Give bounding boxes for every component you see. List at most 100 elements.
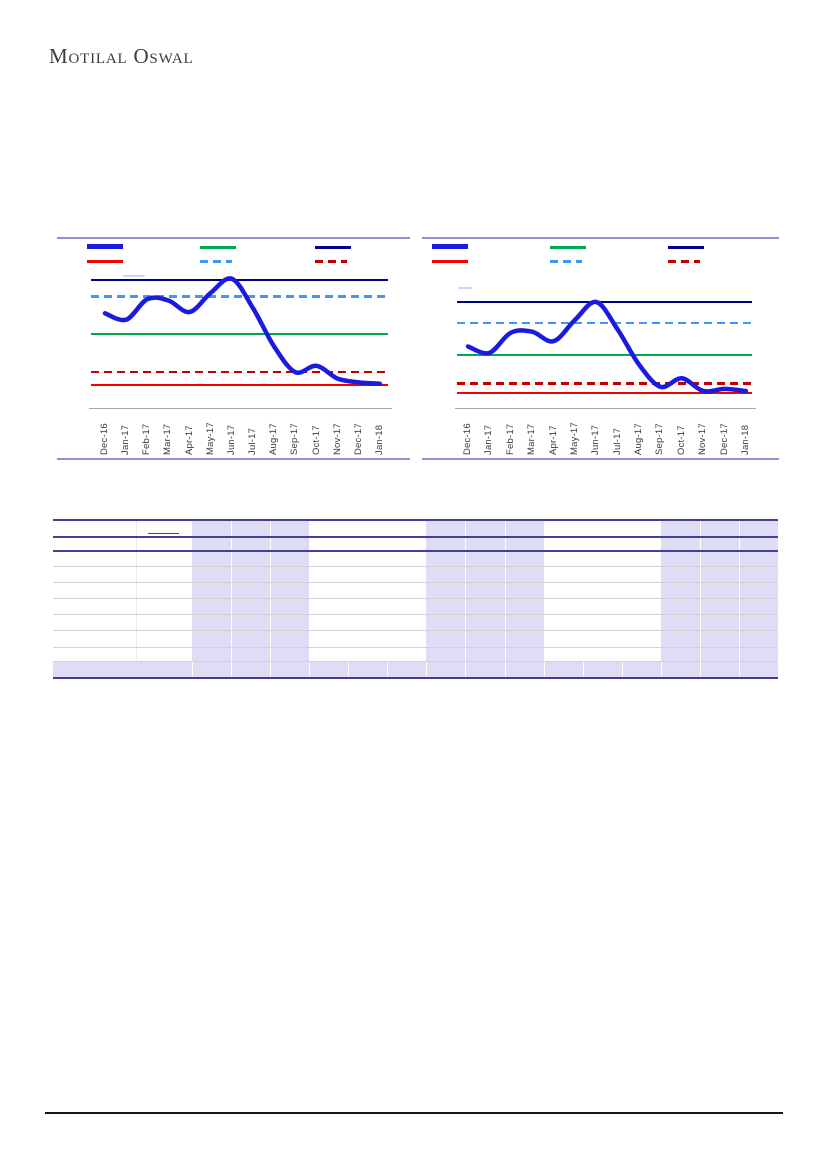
legend-swatch	[550, 259, 582, 263]
chart-right: Dec-16 Jan-17 Feb-17 Mar-17 Apr-17 May-17 Jun-…	[422, 237, 779, 460]
x-axis-label: Jun-17	[226, 424, 237, 455]
table-column-divider	[309, 661, 311, 677]
x-axis-label: Dec-16	[99, 423, 110, 455]
x-axis-label: May-17	[205, 422, 216, 455]
reference-line	[91, 383, 388, 387]
reference-line	[457, 300, 752, 304]
x-axis-label: Jan-17	[483, 424, 494, 455]
x-axis-label: Nov-17	[332, 423, 343, 455]
table-column-divider	[699, 519, 701, 661]
table-column-divider	[738, 661, 740, 677]
artifact-mark	[458, 287, 472, 289]
x-axis-label: Apr-17	[548, 425, 559, 455]
table-column-band	[660, 519, 778, 661]
x-axis-label: Dec-16	[462, 423, 473, 455]
table-header-underline	[148, 532, 179, 534]
table-grid-line	[53, 582, 778, 583]
x-axis-label: Jan-17	[120, 424, 131, 455]
chart-top-border	[57, 237, 410, 239]
reference-line	[91, 370, 388, 374]
legend-swatch	[200, 245, 236, 249]
artifact-mark	[123, 275, 145, 277]
table-column-divider	[699, 661, 701, 677]
x-axis-label: Oct-17	[676, 425, 687, 455]
x-axis-label: Dec-17	[353, 423, 364, 455]
table-border-line	[53, 550, 778, 552]
table-grid-line	[53, 566, 778, 567]
table-grid-line	[53, 614, 778, 615]
x-axis-label: Aug-17	[633, 423, 644, 455]
reference-line	[457, 321, 752, 325]
table-border-line	[53, 677, 778, 679]
chart-bottom-border	[57, 458, 410, 460]
table-column-band	[426, 519, 544, 661]
chart-left: Dec-16 Jan-17 Feb-17 Mar-17 Apr-17 May-17 Jun-…	[57, 237, 410, 460]
financial-table	[53, 519, 778, 679]
table-column-divider	[231, 661, 233, 677]
table-grid-line	[53, 598, 778, 599]
table-column-divider	[465, 661, 467, 677]
x-axis-label: Apr-17	[184, 425, 195, 455]
reference-line	[91, 295, 388, 298]
table-border-line	[53, 536, 778, 538]
table-column-divider	[465, 519, 467, 661]
x-axis-line	[89, 408, 392, 410]
table-column-divider	[738, 519, 740, 661]
x-axis-label: Feb-17	[141, 423, 152, 455]
x-axis-label: Oct-17	[311, 425, 322, 455]
x-axis-label: Mar-17	[162, 423, 173, 455]
x-axis-label: Sep-17	[289, 423, 300, 455]
x-axis-label: Jan-18	[740, 424, 751, 455]
legend-swatch	[315, 245, 351, 249]
legend-swatch	[315, 259, 347, 263]
table-column-band	[192, 519, 310, 661]
x-axis-label: Mar-17	[526, 423, 537, 455]
table-column-divider	[543, 661, 545, 677]
reference-line	[457, 391, 752, 395]
legend-swatch	[87, 244, 123, 249]
footer-divider	[45, 1112, 783, 1114]
reference-line	[91, 332, 388, 335]
table-column-divider	[348, 661, 350, 677]
x-axis-label: Sep-17	[654, 423, 665, 455]
table-column-divider	[270, 661, 272, 677]
motilal-oswal-logo: Motilal Oswal	[49, 44, 194, 68]
table-label-column-divider	[136, 519, 137, 661]
table-grid-line	[53, 630, 778, 631]
x-axis-label: Nov-17	[697, 423, 708, 455]
x-axis-label: Jul-17	[247, 427, 258, 455]
table-column-divider	[504, 519, 506, 661]
x-axis-label: Aug-17	[268, 423, 279, 455]
x-axis-label: May-17	[569, 422, 580, 455]
reference-line	[91, 278, 388, 282]
legend-swatch	[87, 259, 123, 263]
legend-swatch	[668, 245, 704, 249]
table-column-divider	[621, 661, 623, 677]
legend-swatch	[550, 245, 586, 249]
x-axis-line	[455, 408, 756, 410]
x-axis-label: Jan-18	[374, 424, 385, 455]
table-total-row-band	[53, 661, 778, 677]
chart-bottom-border	[422, 458, 779, 460]
x-axis-label: Jul-17	[612, 427, 623, 455]
table-column-divider	[270, 519, 272, 661]
table-column-divider	[231, 519, 233, 661]
legend-swatch	[432, 259, 468, 263]
x-axis-label: Feb-17	[505, 423, 516, 455]
table-column-divider	[426, 661, 428, 677]
reference-line	[457, 354, 752, 356]
reference-line	[457, 382, 752, 385]
chart-top-border	[422, 237, 779, 239]
legend-swatch	[432, 244, 468, 249]
table-column-divider	[582, 661, 584, 677]
table-border-line	[53, 519, 778, 521]
x-axis-label: Dec-17	[719, 423, 730, 455]
table-column-divider	[504, 661, 506, 677]
table-column-divider	[660, 661, 662, 677]
table-column-divider	[387, 661, 389, 677]
table-grid-line	[53, 661, 778, 662]
legend-swatch	[668, 259, 700, 263]
legend-swatch	[200, 259, 232, 263]
table-grid-line	[53, 647, 778, 648]
